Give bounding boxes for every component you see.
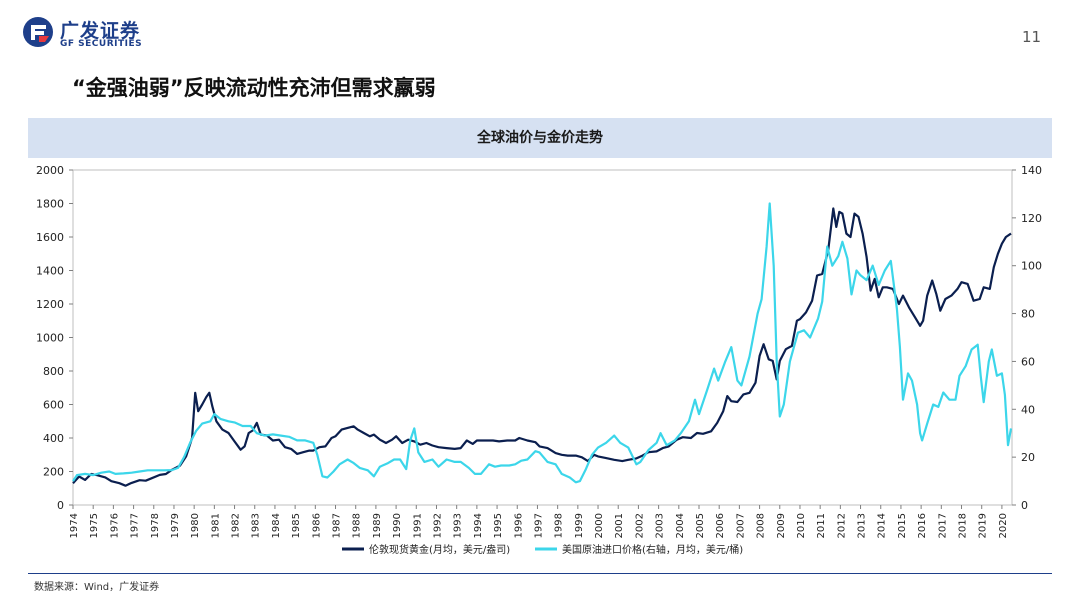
x-tick-label: 1982	[231, 513, 242, 538]
x-tick-label: 2009	[776, 513, 787, 538]
x-tick-label: 1985	[291, 513, 302, 538]
y-left-tick-label: 1400	[36, 265, 64, 278]
y-left-tick-label: 800	[43, 365, 64, 378]
oil-price-line	[72, 202, 1013, 484]
x-tick-label: 2004	[675, 513, 686, 538]
footer-divider	[28, 573, 1052, 574]
logo-text-en: GF SECURITIES	[60, 39, 143, 49]
legend-label: 伦敦现货黄金(月均，美元/盎司)	[369, 543, 510, 556]
company-logo: 广发证券 GF SECURITIES	[22, 14, 162, 52]
x-tick-label: 1989	[372, 513, 383, 538]
x-tick-label: 1996	[513, 513, 524, 538]
x-tick-label: 1981	[210, 513, 221, 538]
gold-price-line	[72, 207, 1012, 487]
x-tick-label: 2008	[756, 513, 767, 538]
x-tick-label: 2006	[715, 513, 726, 538]
y-left-tick-label: 1600	[36, 231, 64, 244]
y-left-tick-label: 1000	[36, 332, 64, 345]
page-number: 11	[1022, 28, 1042, 46]
chart-title-band: 全球油价与金价走势	[28, 118, 1052, 158]
x-tick-label: 1987	[332, 513, 343, 538]
x-tick-label: 1984	[271, 513, 282, 538]
x-tick-label: 1998	[554, 513, 565, 538]
x-tick-label: 2007	[735, 513, 746, 538]
x-tick-label: 1975	[89, 513, 100, 538]
y-left-tick-label: 1200	[36, 298, 64, 311]
source-note: 数据来源：Wind，广发证券	[34, 582, 160, 593]
logo-text-cn: 广发证券	[60, 20, 141, 42]
x-tick-label: 1995	[493, 513, 504, 538]
y-right-tick-label: 120	[1021, 212, 1042, 225]
y-right-tick-label: 100	[1021, 260, 1042, 273]
x-tick-label: 2014	[877, 513, 888, 538]
x-tick-label: 1974	[69, 513, 80, 538]
x-tick-label: 2012	[836, 513, 847, 538]
y-left-tick-label: 1800	[36, 198, 64, 211]
x-tick-label: 2000	[594, 513, 605, 538]
y-left-tick-label: 600	[43, 399, 64, 412]
x-tick-label: 1990	[392, 513, 403, 538]
chart-title: 全球油价与金价走势	[477, 130, 603, 146]
x-tick-label: 2016	[917, 513, 928, 538]
x-tick-label: 2001	[614, 513, 625, 538]
legend-label: 美国原油进口价格(右轴，月均，美元/桶)	[562, 543, 743, 556]
x-tick-label: 2020	[998, 513, 1009, 538]
y-left-tick-label: 0	[57, 499, 64, 512]
slide-title: “金强油弱”反映流动性充沛但需求羸弱	[72, 76, 436, 100]
y-right-tick-label: 20	[1021, 451, 1035, 464]
y-right-tick-label: 80	[1021, 308, 1035, 321]
x-tick-label: 1976	[109, 513, 120, 538]
x-tick-label: 1977	[130, 513, 141, 538]
x-tick-label: 2005	[695, 513, 706, 538]
x-tick-label: 1999	[574, 513, 585, 538]
x-tick-label: 1979	[170, 513, 181, 538]
x-tick-label: 2013	[857, 513, 868, 538]
y-left-tick-label: 200	[43, 466, 64, 479]
x-tick-label: 2015	[897, 513, 908, 538]
x-tick-label: 2017	[937, 513, 948, 538]
x-tick-label: 1980	[190, 513, 201, 538]
x-tick-label: 1994	[473, 513, 484, 538]
y-left-tick-label: 2000	[36, 164, 64, 177]
x-tick-label: 1997	[533, 513, 544, 538]
x-tick-label: 1988	[352, 513, 363, 538]
line-chart: 0 200 400 600 800 1000 1200 1400 1600 1800 2000 0 20…	[36, 164, 1042, 556]
y-right-tick-label: 0	[1021, 499, 1028, 512]
x-tick-label: 2019	[978, 513, 989, 538]
x-tick-label: 1992	[432, 513, 443, 538]
x-tick-label: 1978	[150, 513, 161, 538]
x-tick-label: 2010	[796, 513, 807, 538]
y-left-tick-label: 400	[43, 432, 64, 445]
x-tick-label: 1993	[453, 513, 464, 538]
x-tick-label: 2002	[634, 513, 645, 538]
x-tick-label: 1991	[412, 513, 423, 538]
y-right-tick-label: 60	[1021, 355, 1035, 368]
x-tick-label: 2011	[816, 513, 827, 538]
y-right-tick-label: 140	[1021, 164, 1042, 177]
x-tick-label: 1983	[251, 513, 262, 538]
x-tick-label: 1986	[311, 513, 322, 538]
gf-logo-icon	[23, 17, 53, 47]
x-tick-label: 2018	[958, 513, 969, 538]
x-tick-label: 2003	[655, 513, 666, 538]
y-right-tick-label: 40	[1021, 403, 1035, 416]
